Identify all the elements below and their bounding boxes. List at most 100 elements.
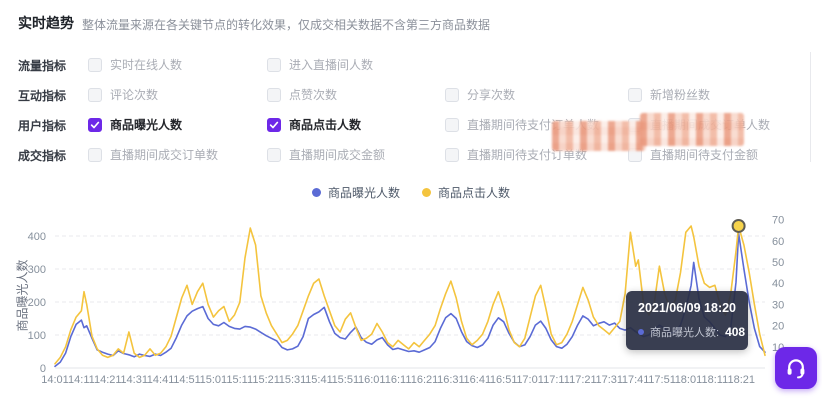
x-axis-tick: 18:01 [675,374,703,386]
x-axis-tick: 15:31 [279,374,307,386]
checkbox-unchecked-icon[interactable] [88,88,102,102]
chart-legend: 商品曝光人数 商品点击人数 [0,184,822,201]
y-axis-right-tick: 50 [772,257,784,269]
x-axis-tick: 16:31 [437,374,465,386]
x-axis-tick: 17:21 [569,374,597,386]
metric-checkbox-label: 进入直播间人数 [289,58,374,72]
metric-checkbox-item[interactable]: 分享次数 [445,87,515,103]
x-axis-tick: 15:11 [226,374,253,386]
censored-overlay [640,113,744,146]
metric-checkbox-item[interactable]: 商品点击人数 [267,117,361,133]
x-axis-tick: 15:51 [332,374,360,386]
x-axis-tick: 16:41 [464,374,492,386]
metric-row-label: 用户指标 [18,119,67,133]
x-axis-tick: 18:11 [701,374,728,386]
legend-label: 商品点击人数 [438,186,511,200]
y-axis-right-tick: 60 [772,236,784,248]
x-axis-tick: 16:01 [358,374,386,386]
metric-checkbox-label: 直播期间成交金额 [289,148,386,162]
checkbox-checked-icon[interactable] [88,118,102,132]
tooltip-timestamp: 2021/06/09 18:20 [638,301,737,315]
x-axis-tick: 14:41 [147,374,175,386]
checkbox-unchecked-icon[interactable] [267,88,281,102]
x-axis-tick: 17:01 [516,374,544,386]
metric-checkbox-label: 商品点击人数 [289,118,362,132]
metric-checkbox-item[interactable]: 直播期间成交订单数 [88,147,218,163]
y-axis-left-tick: 300 [28,264,46,276]
tooltip-value: 408 [725,325,746,339]
metric-checkbox-item[interactable]: 点赞次数 [267,87,337,103]
tooltip-series-dot [638,329,644,335]
x-axis-tick: 17:51 [648,374,676,386]
x-axis-tick: 18:21 [727,374,755,386]
metric-checkbox-label: 点赞次数 [289,88,338,102]
x-axis-tick: 16:21 [411,374,439,386]
x-axis-tick: 16:11 [385,374,412,386]
metric-checkbox-label: 直播期间成交订单数 [110,148,219,162]
checkbox-unchecked-icon[interactable] [267,148,281,162]
legend-item-exposure[interactable]: 商品曝光人数 [311,184,400,201]
metric-checkbox-item[interactable]: 商品曝光人数 [88,117,182,133]
vertical-divider [810,52,811,162]
customer-service-button[interactable] [775,347,817,389]
metric-checkbox-label: 实时在线人数 [110,58,183,72]
metric-checkbox-label: 商品曝光人数 [110,118,183,132]
headset-icon [784,356,808,380]
highlight-marker[interactable] [731,218,746,233]
metric-checkbox-item[interactable]: 实时在线人数 [88,57,182,73]
y-axis-right-tick: 30 [772,299,784,311]
y-axis-left-tick: 0 [40,363,46,375]
metric-row-label: 流量指标 [18,59,67,73]
x-axis-tick: 17:11 [543,374,570,386]
legend-dot-blue [311,188,321,197]
metric-row-interaction: 互动指标 评论次数 点赞次数 分享次数 新增粉丝数 [0,87,822,105]
x-axis-tick: 17:41 [622,374,650,386]
x-axis-tick: 14:51 [173,374,201,386]
metric-checkbox-label: 直播期间待支付金额 [650,148,759,162]
metric-checkbox-item[interactable]: 进入直播间人数 [267,57,373,73]
page-title: 实时趋势 [18,15,74,31]
y-axis-left-tick: 100 [28,330,46,342]
x-axis-tick: 15:01 [200,374,228,386]
checkbox-unchecked-icon[interactable] [445,118,459,132]
x-axis-tick: 14:01 [41,374,69,386]
metric-checkbox-item[interactable]: 直播期间待支付订单数 [445,147,587,163]
y-axis-right-tick: 70 [772,215,784,227]
checkbox-unchecked-icon[interactable] [267,58,281,72]
legend-dot-yellow [422,188,431,197]
metric-checkbox-label: 评论次数 [110,88,159,102]
y-axis-right-tick: 20 [772,321,784,333]
x-axis-tick: 15:21 [252,374,280,386]
metric-row-label: 互动指标 [18,89,67,103]
metric-checkbox-label: 新增粉丝数 [650,88,711,102]
censored-overlay [552,121,646,151]
checkbox-unchecked-icon[interactable] [628,88,642,102]
tooltip-row: 商品曝光人数: 408 [638,324,745,340]
legend-label: 商品曝光人数 [327,186,400,200]
metric-checkbox-label: 分享次数 [467,88,516,102]
page-subtitle: 整体流量来源在各关键节点的转化效果，仅成交相关数据不含第三方商品数据 [82,18,491,32]
metric-checkbox-item[interactable]: 评论次数 [88,87,158,103]
checkbox-checked-icon[interactable] [267,118,281,132]
x-axis-tick: 16:51 [490,374,518,386]
legend-item-clicks[interactable]: 商品点击人数 [422,184,510,201]
x-axis-tick: 15:41 [305,374,333,386]
metric-row-traffic: 流量指标 实时在线人数 进入直播间人数 [0,57,822,75]
x-axis-tick: 14:21 [94,374,122,386]
x-axis-tick: 14:31 [120,374,148,386]
tooltip-series-label: 商品曝光人数: [650,327,720,339]
metric-checkbox-item[interactable]: 新增粉丝数 [628,87,710,103]
metric-checkbox-item[interactable]: 直播期间成交金额 [267,147,385,163]
metric-checkbox-label: 直播期间待支付订单数 [467,148,588,162]
metric-row-label: 成交指标 [18,149,67,163]
y-axis-right-tick: 40 [772,278,784,290]
x-axis-tick: 17:31 [596,374,624,386]
checkbox-unchecked-icon[interactable] [445,88,459,102]
x-axis-tick: 14:11 [68,374,95,386]
y-axis-left-tick: 400 [28,231,46,243]
checkbox-unchecked-icon[interactable] [88,148,102,162]
chart-tooltip: 2021/06/09 18:20 商品曝光人数: 408 [626,291,748,350]
checkbox-unchecked-icon[interactable] [88,58,102,72]
checkbox-unchecked-icon[interactable] [445,148,459,162]
